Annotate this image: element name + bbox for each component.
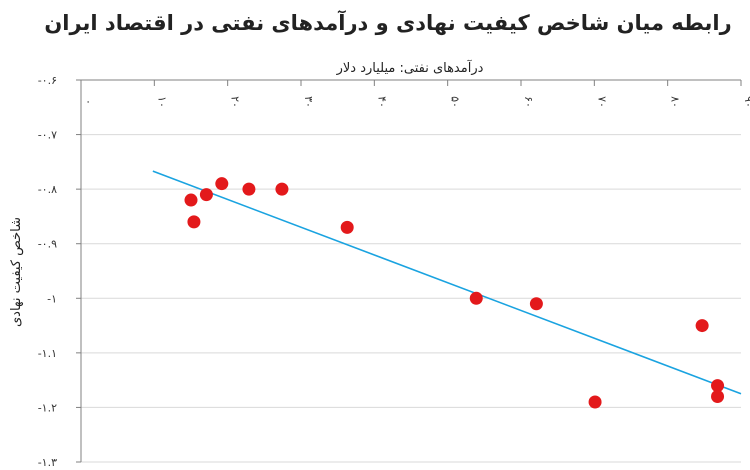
y-tick-label: -۱.۱ — [38, 347, 57, 360]
data-point — [529, 297, 543, 311]
x-tick-label: ۲۰ — [229, 96, 242, 108]
x-tick-label: ۰ — [82, 99, 95, 105]
data-point — [184, 193, 198, 207]
data-point — [215, 177, 229, 191]
x-tick-label: ۳۰ — [302, 96, 315, 108]
chart-title: رابطه میان شاخص کیفیت نهادی و درآمدهای ن… — [44, 10, 731, 35]
x-tick-label: ۹۰ — [742, 96, 750, 108]
data-point — [711, 390, 725, 404]
y-tick-label: -۱.۳ — [38, 456, 57, 469]
y-tick-label: -۱ — [47, 292, 57, 305]
trendline — [152, 170, 742, 395]
y-axis-label: شاخص کیفیت نهادی — [9, 217, 24, 327]
y-tick-label: -۰.۶ — [38, 74, 57, 87]
data-point — [469, 291, 483, 305]
data-point — [588, 395, 602, 409]
x-tick-label: ۸۰ — [669, 96, 682, 108]
data-point — [340, 220, 354, 234]
y-tick-label: -۰.۷ — [38, 129, 57, 142]
y-tick-label: -۰.۸ — [38, 183, 57, 196]
data-point — [711, 379, 725, 393]
data-point — [199, 188, 213, 202]
x-tick-label: ۵۰ — [449, 96, 462, 108]
x-axis-label: درآمدهای نفتی: میلیارد دلار — [336, 59, 484, 76]
data-point — [275, 182, 289, 196]
y-tick-label: -۱.۲ — [38, 401, 57, 414]
x-tick-label: ۴۰ — [375, 96, 388, 108]
data-point — [187, 215, 201, 229]
x-tick-label: ۱۰ — [155, 96, 168, 108]
data-point — [242, 182, 256, 196]
data-point — [695, 319, 709, 333]
x-tick-label: ۷۰ — [595, 96, 608, 108]
x-tick-label: ۶۰ — [522, 96, 535, 108]
y-tick-label: -۰.۹ — [38, 238, 57, 251]
